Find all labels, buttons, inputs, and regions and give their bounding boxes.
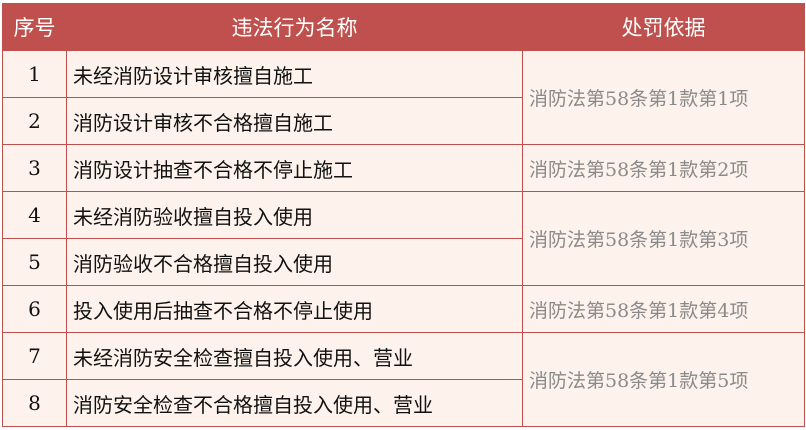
header-num: 序号: [2, 3, 67, 51]
row-num: 6: [2, 285, 67, 333]
row-name: 消防验收不合格擅自投入使用: [66, 238, 523, 286]
row-name: 消防设计审核不合格擅自施工: [66, 97, 523, 145]
table-row: 2 消防设计审核不合格擅自施工: [2, 97, 805, 145]
row-name: 消防安全检查不合格擅自投入使用、营业: [66, 379, 523, 427]
header-basis: 处罚依据: [522, 3, 805, 51]
table-row: 7 未经消防安全检查擅自投入使用、营业 消防法第58条第1款第5项: [2, 332, 805, 427]
row-name: 未经消防设计审核擅自施工: [66, 50, 523, 98]
row-num: 1: [2, 50, 67, 98]
header-row: 序号 违法行为名称 处罚依据: [2, 3, 805, 51]
row-num: 5: [2, 238, 67, 286]
row-basis: 消防法第58条第1款第3项: [522, 191, 805, 286]
row-name: 未经消防验收擅自投入使用: [66, 191, 523, 239]
row-basis: 消防法第58条第1款第1项: [522, 50, 805, 145]
header-name: 违法行为名称: [66, 3, 523, 51]
table-row: 1 未经消防设计审核擅自施工 消防法第58条第1款第1项: [2, 50, 805, 145]
row-name: 未经消防安全检查擅自投入使用、营业: [66, 332, 523, 380]
row-num: 2: [2, 97, 67, 145]
row-num: 3: [2, 144, 67, 192]
table-row: 3 消防设计抽查不合格不停止施工 消防法第58条第1款第2项: [2, 144, 805, 192]
row-num: 7: [2, 332, 67, 380]
table-row: 8 消防安全检查不合格擅自投入使用、营业: [2, 379, 805, 427]
row-basis: 消防法第58条第1款第5项: [522, 332, 805, 427]
table-row: 4 未经消防验收擅自投入使用 消防法第58条第1款第3项: [2, 191, 805, 286]
row-num: 8: [2, 379, 67, 427]
row-num: 4: [2, 191, 67, 239]
row-name: 消防设计抽查不合格不停止施工: [66, 144, 523, 192]
row-basis: 消防法第58条第1款第2项: [522, 144, 805, 192]
row-basis: 消防法第58条第1款第4项: [522, 285, 805, 333]
violations-table: 序号 违法行为名称 处罚依据 1 未经消防设计审核擅自施工 消防法第58条第1款…: [2, 3, 805, 427]
table-row: 5 消防验收不合格擅自投入使用: [2, 238, 805, 286]
table-row: 6 投入使用后抽查不合格不停止使用 消防法第58条第1款第4项: [2, 285, 805, 333]
row-name: 投入使用后抽查不合格不停止使用: [66, 285, 523, 333]
